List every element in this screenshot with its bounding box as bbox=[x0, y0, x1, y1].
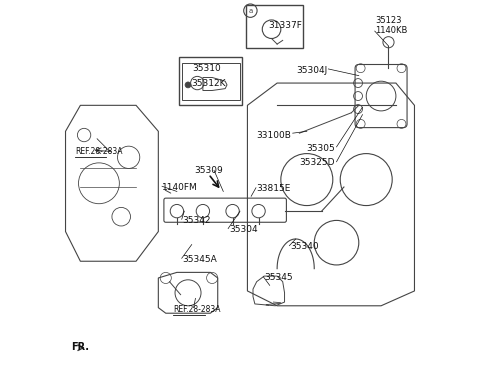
Text: 35310: 35310 bbox=[192, 64, 221, 73]
Text: FR.: FR. bbox=[71, 341, 89, 352]
Text: 35304: 35304 bbox=[229, 225, 257, 234]
Text: 33815E: 33815E bbox=[257, 184, 291, 193]
Circle shape bbox=[185, 82, 191, 88]
Text: 35342: 35342 bbox=[182, 216, 211, 225]
Text: 35123
1140KB: 35123 1140KB bbox=[375, 16, 408, 35]
Text: 35304J: 35304J bbox=[296, 65, 327, 74]
Text: 31337F: 31337F bbox=[268, 21, 302, 30]
Text: 35340: 35340 bbox=[290, 242, 319, 251]
Text: 35312K: 35312K bbox=[191, 79, 226, 88]
Text: 35345: 35345 bbox=[264, 273, 293, 282]
Text: a: a bbox=[248, 8, 252, 15]
Text: 35305: 35305 bbox=[306, 144, 335, 153]
Text: REF.28-283A: REF.28-283A bbox=[75, 147, 122, 156]
Text: REF.28-283A: REF.28-283A bbox=[173, 305, 221, 314]
Text: 1140FM: 1140FM bbox=[162, 183, 198, 191]
Text: 35345A: 35345A bbox=[182, 255, 217, 264]
Text: 33100B: 33100B bbox=[256, 131, 291, 140]
Text: 35309: 35309 bbox=[194, 166, 223, 175]
Text: 35325D: 35325D bbox=[299, 158, 335, 168]
